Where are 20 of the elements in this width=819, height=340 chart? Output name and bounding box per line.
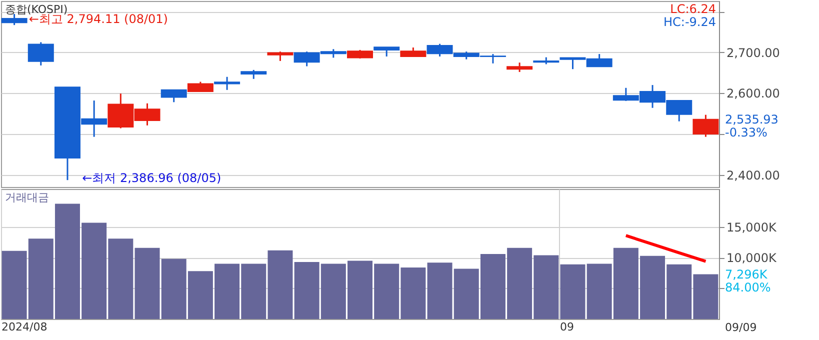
candlestick — [267, 50, 294, 62]
annotation: ←최저 2,386.96 (08/05) — [82, 171, 222, 186]
text: 09/09 — [725, 321, 757, 334]
y-tick-label: 10,000K — [726, 251, 778, 266]
text: -0.33% — [725, 125, 768, 140]
candlestick — [214, 76, 240, 91]
y-tick-label: 2,400.00 — [726, 168, 780, 182]
text: 84.00% — [725, 280, 771, 294]
chart-title: 거래대금 — [5, 191, 49, 204]
annotation: HC:-9.24 — [664, 15, 716, 29]
x-tick-label: 2024/08 — [2, 320, 48, 334]
chart-title: 종합(KOSPI) — [5, 3, 68, 16]
line-series — [624, 234, 708, 263]
x-tick-label: 09 — [560, 320, 574, 334]
y-tick-label: 2,600.00 — [726, 86, 780, 101]
y-tick-label: 2,700.00 — [726, 46, 780, 60]
text: 7,296K — [725, 267, 768, 282]
annotation: LC:6.24 — [670, 2, 716, 16]
text: 2,535.93 — [725, 112, 778, 126]
y-tick-label: 15,000K — [726, 220, 778, 235]
